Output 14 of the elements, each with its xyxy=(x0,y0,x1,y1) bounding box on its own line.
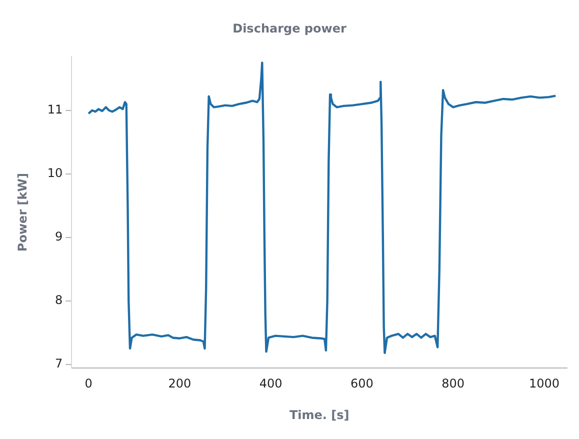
x-axis-title: Time. [s] xyxy=(289,408,350,422)
y-tick-label: 8 xyxy=(55,293,63,308)
y-tick-label: 9 xyxy=(55,230,63,244)
x-tick-label: 0 xyxy=(84,376,92,391)
x-tick-label: 200 xyxy=(168,376,192,391)
x-tick-label: 1000 xyxy=(528,376,560,391)
y-tick-label: 11 xyxy=(47,102,63,117)
y-tick-label: 7 xyxy=(55,356,63,371)
chart-title: Discharge power xyxy=(232,21,346,36)
y-axis-title: Power [kW] xyxy=(15,173,30,252)
x-tick-label: 600 xyxy=(350,376,374,391)
x-tick-label: 800 xyxy=(442,376,465,391)
x-tick-label: 400 xyxy=(259,376,282,391)
y-tick-label: 10 xyxy=(47,166,63,180)
